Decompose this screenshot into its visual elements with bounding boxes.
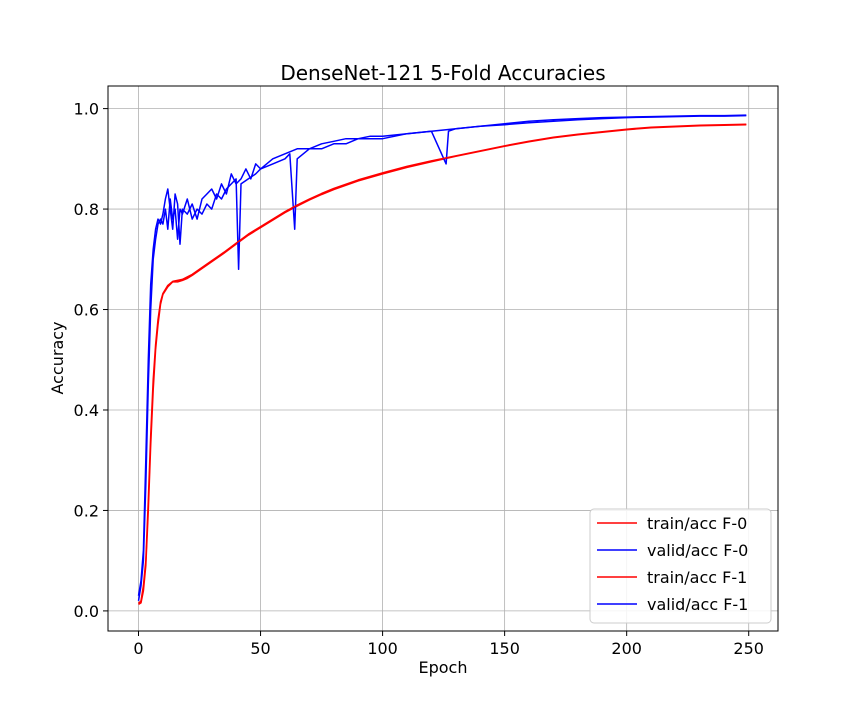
legend-label: train/acc F-0: [647, 514, 747, 533]
x-tick-label: 100: [367, 639, 398, 658]
grid: [108, 86, 778, 631]
y-tick-label: 0.2: [74, 501, 99, 520]
x-tick-label: 250: [733, 639, 764, 658]
plot-frame: [107, 85, 779, 632]
legend-label: train/acc F-1: [647, 568, 747, 587]
legend: train/acc F-0 valid/acc F-0 train/acc F-1 v…: [589, 508, 772, 624]
y-axis-label: Accuracy: [48, 321, 67, 394]
legend-label: valid/acc F-0: [647, 541, 748, 560]
x-tick-label: 0: [133, 639, 143, 658]
y-tick-label: 0.4: [74, 401, 99, 420]
legend-box: [589, 508, 772, 624]
legend-label: valid/acc F-1: [647, 595, 748, 614]
y-tick-label: 1.0: [74, 100, 99, 119]
y-tick-label: 0.0: [74, 602, 99, 621]
series-line-4: [137, 114, 747, 596]
chart-title: DenseNet-121 5-Fold Accuracies: [280, 61, 605, 85]
axis-ticks: 0 50 100 150 200 250 0.0 0.2 0.4 0.6 0.8 1.0: [74, 100, 764, 658]
x-tick-label: 50: [250, 639, 270, 658]
y-tick-label: 0.6: [74, 301, 99, 320]
series-line-3: [137, 123, 747, 604]
y-tick-label: 0.8: [74, 200, 99, 219]
x-axis-label: Epoch: [419, 658, 468, 677]
x-tick-label: 150: [489, 639, 520, 658]
plot-series: [137, 114, 747, 606]
x-tick-label: 200: [611, 639, 642, 658]
